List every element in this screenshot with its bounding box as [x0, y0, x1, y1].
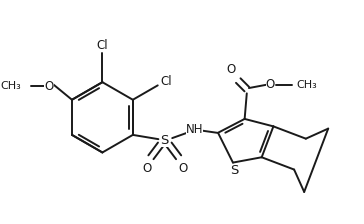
Text: CH₃: CH₃	[0, 82, 21, 91]
Text: S: S	[230, 164, 238, 177]
Text: S: S	[161, 134, 169, 147]
Text: O: O	[142, 162, 151, 175]
Text: Cl: Cl	[161, 75, 172, 88]
Text: Cl: Cl	[96, 39, 108, 52]
Text: O: O	[226, 63, 236, 76]
Text: NH: NH	[186, 123, 203, 136]
Text: CH₃: CH₃	[297, 80, 317, 90]
Text: O: O	[44, 80, 54, 93]
Text: O: O	[178, 162, 187, 175]
Text: O: O	[266, 78, 275, 91]
